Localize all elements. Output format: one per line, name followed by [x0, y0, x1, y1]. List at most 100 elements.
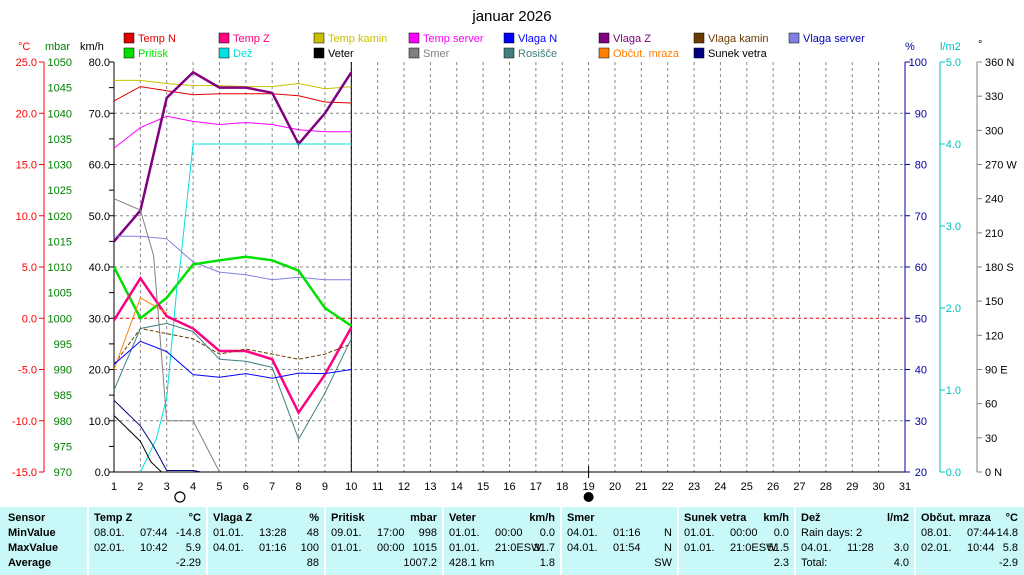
column-separator [87, 507, 89, 575]
tick-label-day: 12 [398, 481, 410, 493]
tick-label-direction: 180 S [985, 262, 1014, 274]
cell-time: 00:00 [730, 527, 758, 539]
tick-label-humidity: 70 [915, 211, 927, 223]
tick-label-rain: 4.0 [946, 139, 961, 151]
tick-label-day: 18 [556, 481, 568, 493]
cell-time: 07:44 [140, 527, 168, 539]
series-line-temp-z [112, 276, 353, 416]
legend-swatch-vlaga-server [788, 32, 800, 44]
tick-label-humidity: 40 [915, 365, 927, 377]
legend-swatch-veter [313, 47, 325, 59]
legend-label-vlaga-kamin: Vlaga kamin [708, 33, 769, 45]
tick-label-rain: 5.0 [946, 57, 961, 69]
cell-value: 5.9 [185, 542, 201, 554]
tick-label-direction: 300 [985, 125, 1003, 137]
column-title: Dež [801, 512, 821, 524]
column-unit: mbar [410, 512, 437, 524]
column-title: Vlaga Z [213, 512, 253, 524]
legend-label-pritisk: Pritisk [138, 48, 168, 60]
unit-label-direction: ° [978, 39, 982, 51]
tick-label-day: 17 [530, 481, 542, 493]
cell-time: 11:28 [847, 542, 874, 554]
tick-label-day: 27 [793, 481, 805, 493]
tick-label-day: 24 [714, 481, 726, 493]
chart-series [112, 70, 353, 473]
new-moon-icon [583, 492, 594, 502]
tick-label-day: 6 [243, 481, 249, 493]
cell-time: 17:00 [377, 527, 405, 539]
cell-value: 1.8 [539, 557, 555, 569]
tick-label-temp: 15.0 [16, 160, 37, 172]
legend-label-vlaga-z: Vlaga Z [613, 33, 651, 45]
tick-label-direction: 150 [985, 296, 1003, 308]
cell-date: 428.1 km [449, 557, 495, 569]
cell-time: 13:28 [259, 527, 287, 539]
cell-date: 02.01. [921, 542, 952, 554]
tick-label-day: 2 [137, 481, 143, 493]
legend-swatch-vlaga-n [503, 32, 515, 44]
cell-value: 100 [300, 542, 319, 554]
cell-date: 01.01. [684, 542, 715, 554]
chart-legend: Temp N Temp Z Temp kamin Temp server Vlaga N… [123, 32, 865, 60]
cell-time: 01:54 [613, 542, 641, 554]
legend-swatch-dez [218, 47, 230, 59]
tick-label-wind: 10.0 [89, 416, 110, 428]
tick-label-day: 23 [688, 481, 700, 493]
tick-label-humidity: 20 [915, 467, 927, 479]
row-label: MaxValue [8, 542, 59, 554]
chart-title: januar 2026 [471, 8, 551, 25]
tick-label-rain: 2.0 [946, 303, 961, 315]
tick-label-humidity: 50 [915, 313, 927, 325]
tick-label-pressure: 1005 [48, 288, 72, 300]
cell-value: 5.8 [1002, 542, 1018, 554]
tick-label-day: 10 [345, 481, 357, 493]
tick-label-direction: 30 [985, 433, 997, 445]
cell-date: 02.01. [94, 542, 125, 554]
chart-grid [113, 62, 906, 472]
cell-date: 01.01. [331, 542, 362, 554]
tick-label-temp: 25.0 [16, 57, 37, 69]
tick-label-pressure: 990 [54, 365, 72, 377]
tick-label-direction: 120 [985, 330, 1003, 342]
cell-value: 48 [306, 527, 319, 539]
cell-date: 01.01. [684, 527, 715, 539]
legend-label-dez: Dež [233, 48, 253, 60]
column-title: Občut. mraza [921, 512, 991, 524]
series-line-vlaga-kamin [113, 327, 352, 365]
tick-label-pressure: 1015 [48, 236, 72, 248]
tick-label-day: 26 [767, 481, 779, 493]
tick-label-humidity: 30 [915, 416, 927, 428]
tick-label-day: 31 [899, 481, 911, 493]
tick-label-rain: 1.0 [946, 385, 961, 397]
column-separator [442, 507, 444, 575]
cell-value: -14.8 [175, 527, 201, 539]
unit-label-wind: km/h [80, 41, 104, 53]
legend-swatch-temp-z [218, 32, 230, 44]
column-unit: km/h [763, 512, 789, 524]
column-unit: l/m2 [886, 512, 909, 524]
tick-label-day: 16 [503, 481, 515, 493]
cell-date: 09.01. [331, 527, 362, 539]
summary-table: Sensor MinValue MaxValue Average Temp Z °C 08.… [0, 507, 1024, 575]
series-line-pritisk [112, 255, 353, 327]
tick-label-wind: 80.0 [89, 57, 110, 69]
tick-label-direction: 240 [985, 194, 1003, 206]
column-unit: °C [1005, 512, 1018, 524]
tick-label-pressure: 970 [54, 467, 72, 479]
tick-label-direction: 360 N [985, 57, 1014, 69]
legend-label-temp-kamin: Temp kamin [328, 33, 387, 45]
row-label: Sensor [8, 512, 46, 524]
cell-date: 04.01. [801, 542, 832, 554]
tick-label-pressure: 980 [54, 416, 72, 428]
series-line-sunek-vetra [113, 399, 202, 473]
tick-label-pressure: 975 [54, 441, 72, 453]
cell-date: 08.01. [921, 527, 952, 539]
column-separator [560, 507, 562, 575]
unit-label-pressure: mbar [45, 41, 70, 53]
tick-label-day: 14 [451, 481, 463, 493]
legend-label-rosisce: Rosišče [518, 48, 557, 60]
tick-label-day: 13 [424, 481, 436, 493]
tick-label-day: 21 [635, 481, 647, 493]
tick-label-temp: -15.0 [12, 467, 37, 479]
column-separator [914, 507, 916, 575]
